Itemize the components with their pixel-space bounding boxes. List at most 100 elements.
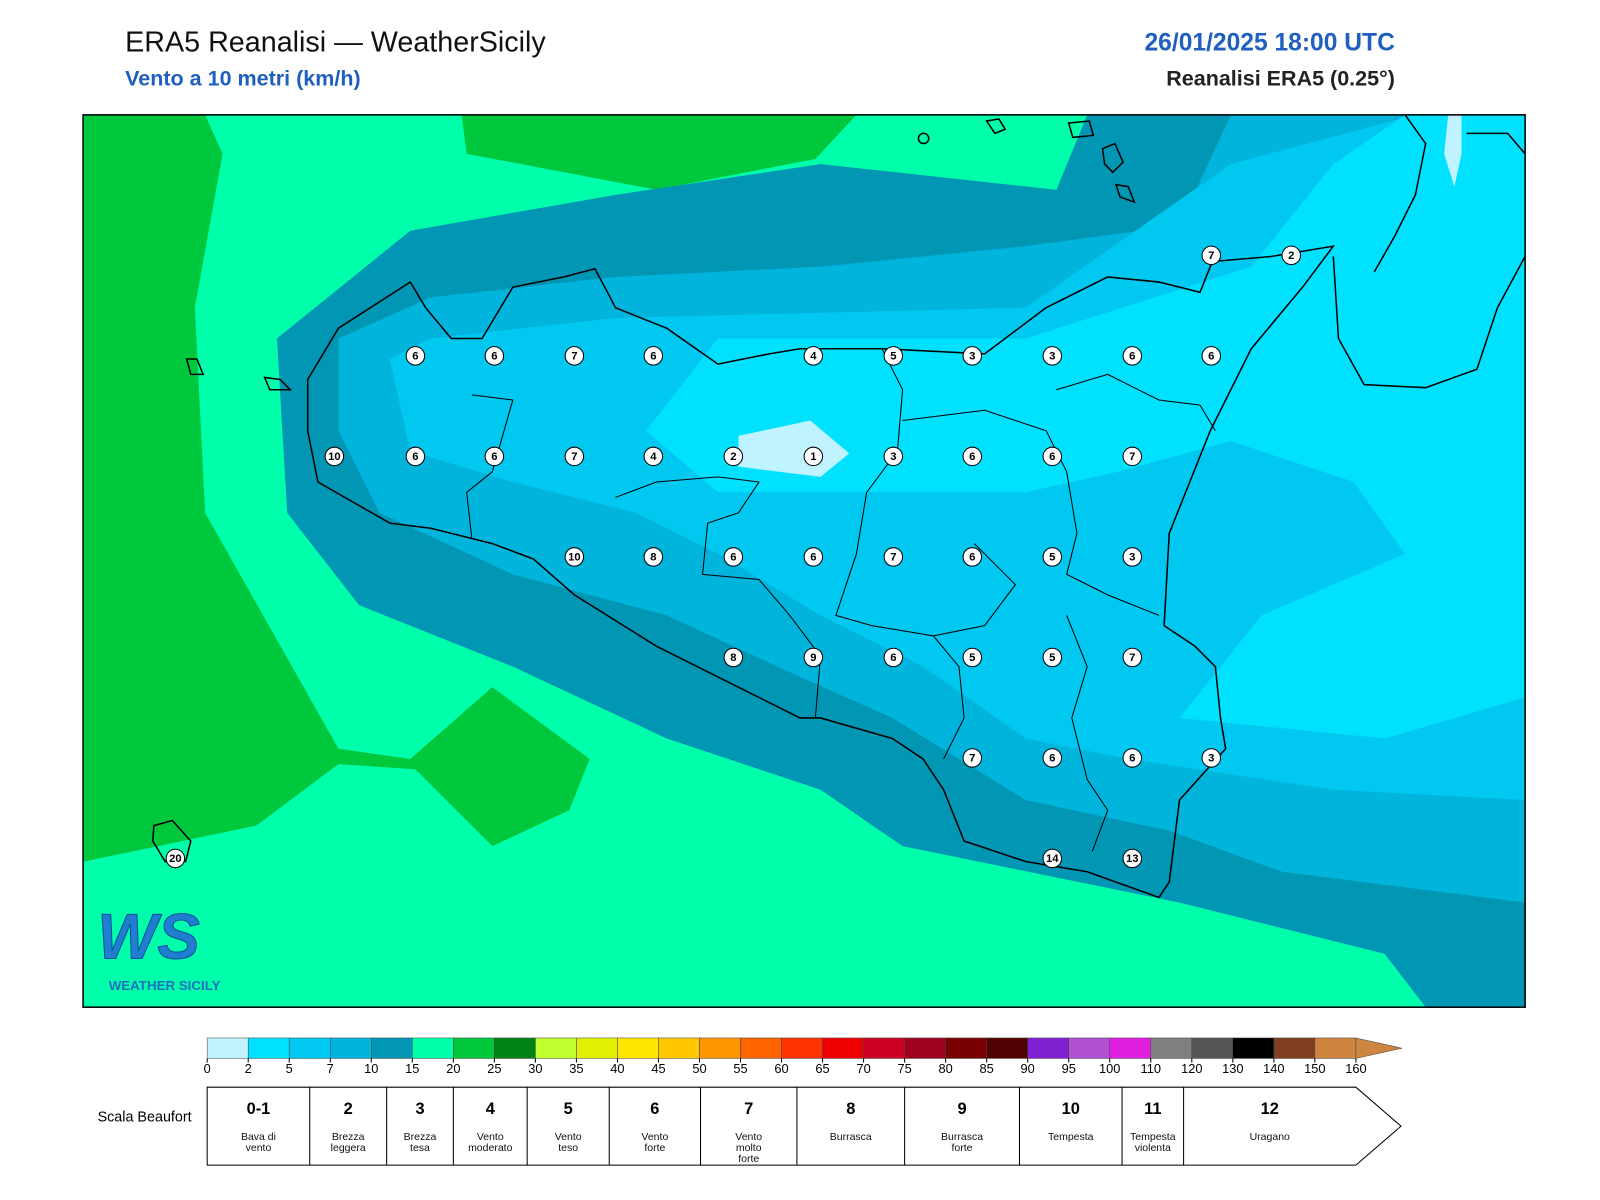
station-value: 6	[491, 350, 497, 362]
station-value: 6	[730, 551, 736, 563]
colorbar-segment	[1027, 1037, 1069, 1059]
station-value: 7	[1208, 250, 1214, 262]
colorbar-tick-label: 110	[1141, 1061, 1161, 1076]
station-marker	[324, 446, 345, 467]
colorbar-tick-label: 70	[856, 1061, 870, 1076]
colorbar-tick-label: 20	[446, 1061, 460, 1076]
station-value: 6	[969, 551, 975, 563]
station-value: 20	[169, 853, 182, 865]
colorbar-segment	[986, 1037, 1028, 1059]
station-marker	[1201, 245, 1222, 266]
title: ERA5 Reanalisi — WeatherSicily	[125, 27, 546, 59]
station-marker	[484, 346, 505, 366]
subtitle: Vento a 10 metri (km/h)	[125, 67, 361, 91]
beaufort-label: Uragano	[1249, 1131, 1290, 1144]
station-value: 6	[890, 652, 896, 664]
colorbar-segment	[904, 1037, 946, 1059]
colorbar: 0 2 5 7 10 15 20 25 30 35 40 45 50 55 60 65 70 75 80 85 90 95…	[204, 1037, 1403, 1076]
station-value: 6	[1129, 752, 1135, 764]
colorbar-segment	[1191, 1037, 1234, 1059]
colorbar-segment	[247, 1037, 290, 1059]
map: 6 6 7 6 4 5 3 3 6 610 6 6 7 4 2 1 3 6 6 710 8 6 6 7 6 5 38 9 6 5 5 77 6 6…	[83, 114, 1526, 1008]
station-value: 5	[890, 350, 896, 362]
station-value: 3	[890, 451, 896, 463]
station-value: 6	[491, 451, 497, 463]
beaufort-force: 3	[415, 1100, 424, 1118]
station-value: 5	[1049, 652, 1055, 664]
province-boundary	[466, 348, 1216, 852]
beaufort-force: 2	[344, 1100, 353, 1118]
station-value: 8	[650, 551, 656, 563]
station-value: 10	[328, 451, 341, 463]
beaufort-title: Scala Beaufort	[98, 1110, 192, 1126]
station-value: 7	[890, 551, 896, 563]
datetime: 26/01/2025 18:00 UTC	[1144, 30, 1395, 57]
station-marker	[962, 647, 983, 668]
colorbar-tick-label: 5	[286, 1061, 293, 1076]
station-marker	[962, 748, 983, 768]
station-value: 6	[1049, 451, 1055, 463]
station-marker	[883, 647, 904, 668]
beaufort-force: 8	[846, 1100, 855, 1118]
colorbar-segment	[206, 1037, 249, 1059]
colorbar-tick-label: 120	[1181, 1061, 1202, 1076]
colorbar-segment	[576, 1037, 618, 1059]
colorbar-tick-label: 90	[1021, 1061, 1035, 1076]
beaufort-force: 12	[1261, 1100, 1279, 1118]
station-marker	[1122, 346, 1143, 366]
station-marker	[723, 446, 744, 467]
station-marker	[643, 547, 664, 567]
station-value: 4	[810, 350, 817, 362]
colorbar-segment	[863, 1037, 905, 1059]
station-marker	[643, 346, 664, 366]
station-value: 13	[1126, 853, 1139, 865]
colorbar-segment	[781, 1037, 823, 1059]
colorbar-tick-label: 160	[1345, 1061, 1366, 1076]
colorbar-segment	[494, 1037, 536, 1059]
station-marker	[883, 446, 904, 467]
station-value: 4	[650, 451, 657, 463]
source: Reanalisi ERA5 (0.25°)	[1166, 67, 1395, 91]
colorbar-tick-label: 30	[528, 1061, 542, 1076]
station-marker	[564, 346, 585, 366]
colorbar-tick-label: 150	[1304, 1061, 1325, 1076]
colorbar-segment	[658, 1037, 700, 1059]
station-value: 7	[1129, 451, 1135, 463]
station-marker	[564, 547, 585, 567]
station-value: 6	[969, 451, 975, 463]
station-marker	[165, 848, 186, 869]
colorbar-segment	[945, 1037, 987, 1059]
station-marker	[405, 346, 426, 366]
station-marker	[803, 346, 824, 366]
beaufort-label: Vento forte	[641, 1131, 669, 1155]
colorbar-segment	[740, 1037, 782, 1059]
colorbar-segment	[1068, 1037, 1110, 1059]
station-value: 14	[1046, 853, 1059, 865]
colorbar-segment	[412, 1037, 454, 1059]
station-value: 10	[568, 551, 581, 563]
station-value: 6	[412, 350, 418, 362]
wind-band	[461, 114, 857, 190]
colorbar-segment	[617, 1037, 659, 1059]
colorbar-segment	[1273, 1037, 1316, 1059]
station-marker	[405, 446, 426, 467]
station-value: 7	[571, 451, 577, 463]
colorbar-segment	[1314, 1037, 1357, 1059]
station-marker	[1122, 547, 1143, 567]
coastline	[152, 114, 1526, 899]
station-marker	[1042, 346, 1063, 366]
beaufort-label: Brezza leggera	[330, 1131, 366, 1155]
colorbar-tick-label: 95	[1062, 1061, 1076, 1076]
colorbar-tick-label: 50	[692, 1061, 706, 1076]
station-value: 7	[1129, 652, 1135, 664]
colorbar-tick-label: 65	[815, 1061, 829, 1076]
beaufort-label: Brezza tesa	[403, 1131, 437, 1155]
wind-band	[1444, 114, 1462, 187]
beaufort-force: 5	[564, 1100, 573, 1118]
colorbar-tick-label: 100	[1099, 1061, 1120, 1076]
colorbar-segment	[329, 1037, 372, 1059]
colorbar-tick-label: 45	[651, 1061, 665, 1076]
colorbar-tick-label: 60	[774, 1061, 788, 1076]
